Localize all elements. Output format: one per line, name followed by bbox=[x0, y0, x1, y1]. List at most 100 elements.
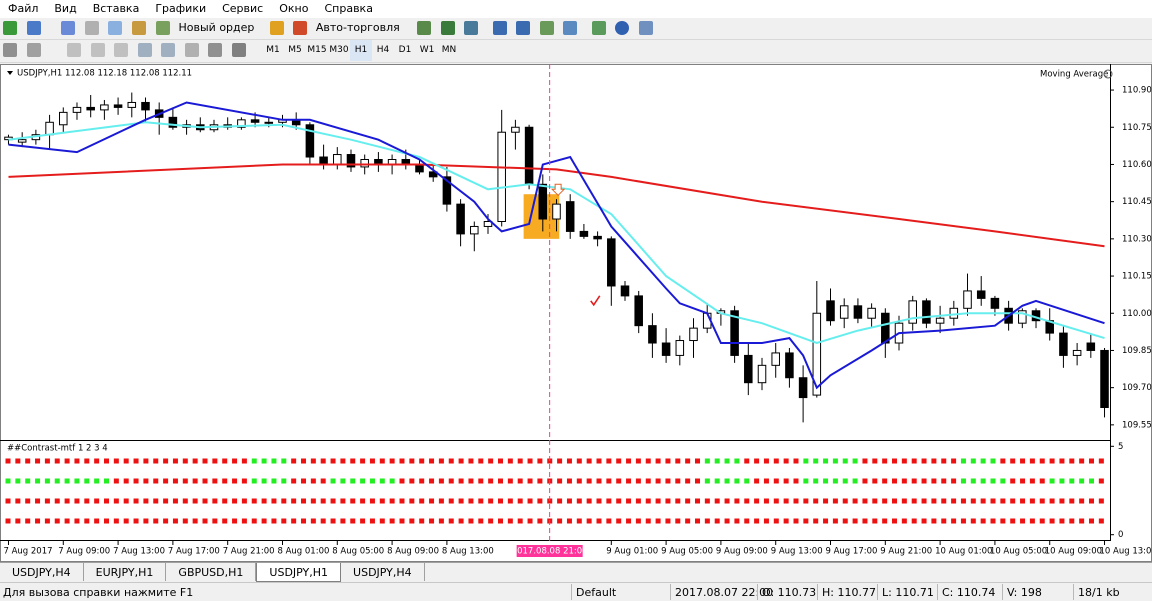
signal-dot bbox=[626, 478, 632, 484]
icon[interactable] bbox=[492, 21, 507, 35]
icon[interactable] bbox=[114, 43, 128, 57]
signal-dot bbox=[951, 458, 957, 464]
icon[interactable] bbox=[156, 21, 170, 35]
candle-body bbox=[730, 310, 739, 356]
candle-body bbox=[593, 235, 602, 240]
timeframe-button[interactable]: M30 bbox=[329, 45, 349, 55]
icon[interactable] bbox=[440, 21, 455, 35]
timeframe-button[interactable]: MN bbox=[441, 45, 457, 55]
candle-body bbox=[250, 119, 260, 123]
icon[interactable] bbox=[615, 21, 630, 35]
signal-dot bbox=[1020, 478, 1026, 484]
chart-tab[interactable]: USDJPY,H4 bbox=[341, 563, 425, 581]
signal-dot bbox=[222, 498, 228, 504]
signal-dot bbox=[892, 458, 897, 464]
icon[interactable] bbox=[26, 21, 41, 35]
menu-item[interactable]: Вставка bbox=[92, 2, 140, 15]
icon[interactable] bbox=[67, 43, 81, 57]
timeframe-button[interactable]: M15 bbox=[307, 45, 327, 55]
candle-body bbox=[470, 225, 479, 235]
icon[interactable] bbox=[84, 21, 99, 35]
signal-dot bbox=[232, 518, 238, 524]
timeframe-button[interactable]: D1 bbox=[398, 45, 412, 55]
icon[interactable] bbox=[231, 43, 246, 57]
menu-item[interactable]: Сервис bbox=[222, 2, 264, 15]
signal-dot bbox=[832, 478, 838, 484]
signal-dot bbox=[133, 478, 139, 484]
signal-dot bbox=[1089, 518, 1094, 524]
icon[interactable] bbox=[539, 21, 554, 35]
signal-dot bbox=[537, 518, 543, 524]
timeframe-button[interactable]: H4 bbox=[376, 45, 390, 55]
signal-dot bbox=[547, 458, 553, 464]
signal-dot bbox=[931, 518, 937, 524]
status-bar: Для вызова справки нажмите F1 Default 2017… bbox=[0, 582, 1152, 601]
chart-tab[interactable]: USDJPY,H4 bbox=[0, 563, 84, 581]
signal-dot bbox=[1029, 478, 1035, 484]
icon[interactable] bbox=[563, 21, 578, 35]
icon[interactable] bbox=[516, 21, 531, 35]
icon[interactable] bbox=[293, 21, 308, 35]
icon[interactable] bbox=[208, 43, 222, 57]
signal-dot bbox=[1059, 458, 1065, 464]
icon[interactable] bbox=[638, 21, 653, 35]
icon[interactable] bbox=[3, 21, 17, 35]
signal-dot bbox=[409, 498, 415, 504]
menu-item[interactable]: Файл bbox=[8, 2, 39, 15]
icon[interactable] bbox=[161, 43, 175, 57]
signal-dot bbox=[842, 518, 848, 524]
signal-dot bbox=[1098, 498, 1104, 504]
menu-item[interactable]: Окно bbox=[279, 2, 309, 15]
menu-item[interactable]: Вид bbox=[54, 2, 77, 15]
menu-item[interactable]: Справка bbox=[324, 2, 373, 15]
signal-dot bbox=[478, 518, 484, 524]
chart-tab[interactable]: USDJPY,H1 bbox=[256, 563, 342, 582]
signal-dot bbox=[1039, 458, 1045, 464]
signal-dot bbox=[882, 498, 888, 504]
icon[interactable] bbox=[108, 21, 122, 35]
signal-dot bbox=[685, 498, 691, 504]
signal-dot bbox=[793, 518, 799, 524]
menu-item[interactable]: Графики bbox=[155, 2, 207, 15]
chart-tab[interactable]: GBPUSD,H1 bbox=[166, 563, 257, 581]
indicator-icon[interactable] bbox=[1103, 69, 1113, 79]
separator bbox=[817, 584, 818, 600]
signal-dot bbox=[695, 498, 700, 504]
icon[interactable] bbox=[61, 21, 75, 35]
candle-body bbox=[853, 305, 863, 319]
icon[interactable] bbox=[137, 43, 152, 57]
signal-dot bbox=[507, 498, 513, 504]
chart-tab[interactable]: EURJPY,H1 bbox=[84, 563, 167, 581]
signal-dot bbox=[1098, 458, 1104, 464]
icon[interactable] bbox=[90, 43, 105, 57]
timeframe-button[interactable]: W1 bbox=[419, 45, 435, 55]
subwindow-title: ##Contrast-mtf 1 2 3 4 bbox=[7, 444, 108, 454]
icon[interactable] bbox=[269, 21, 284, 35]
auto-trading-button[interactable]: Авто-торговля bbox=[315, 21, 400, 34]
signal-dot bbox=[301, 478, 306, 484]
timeframe-button[interactable]: M5 bbox=[288, 45, 302, 55]
new-order-button[interactable]: Новый ордер bbox=[178, 21, 255, 34]
signal-dot bbox=[25, 498, 31, 504]
signal-dot bbox=[892, 498, 897, 504]
signal-dot bbox=[409, 518, 415, 524]
icon[interactable] bbox=[184, 43, 199, 57]
signal-dot bbox=[94, 458, 100, 464]
signal-dot bbox=[862, 478, 868, 484]
icon[interactable] bbox=[417, 21, 432, 35]
icon[interactable] bbox=[3, 43, 17, 57]
signal-dot bbox=[1029, 518, 1035, 524]
signal-dot bbox=[438, 458, 444, 464]
signal-dot bbox=[951, 518, 957, 524]
timeframe-button[interactable]: M1 bbox=[266, 45, 280, 55]
timeframe-button[interactable]: H1 bbox=[350, 40, 372, 61]
icon[interactable] bbox=[26, 43, 41, 57]
signal-dot bbox=[1059, 498, 1065, 504]
icon[interactable] bbox=[131, 21, 146, 35]
icon[interactable] bbox=[464, 21, 479, 35]
signal-dot bbox=[241, 498, 247, 504]
signal-dot bbox=[369, 518, 375, 524]
icon[interactable] bbox=[591, 21, 606, 35]
signal-dot bbox=[54, 458, 60, 464]
signal-dot bbox=[724, 478, 730, 484]
